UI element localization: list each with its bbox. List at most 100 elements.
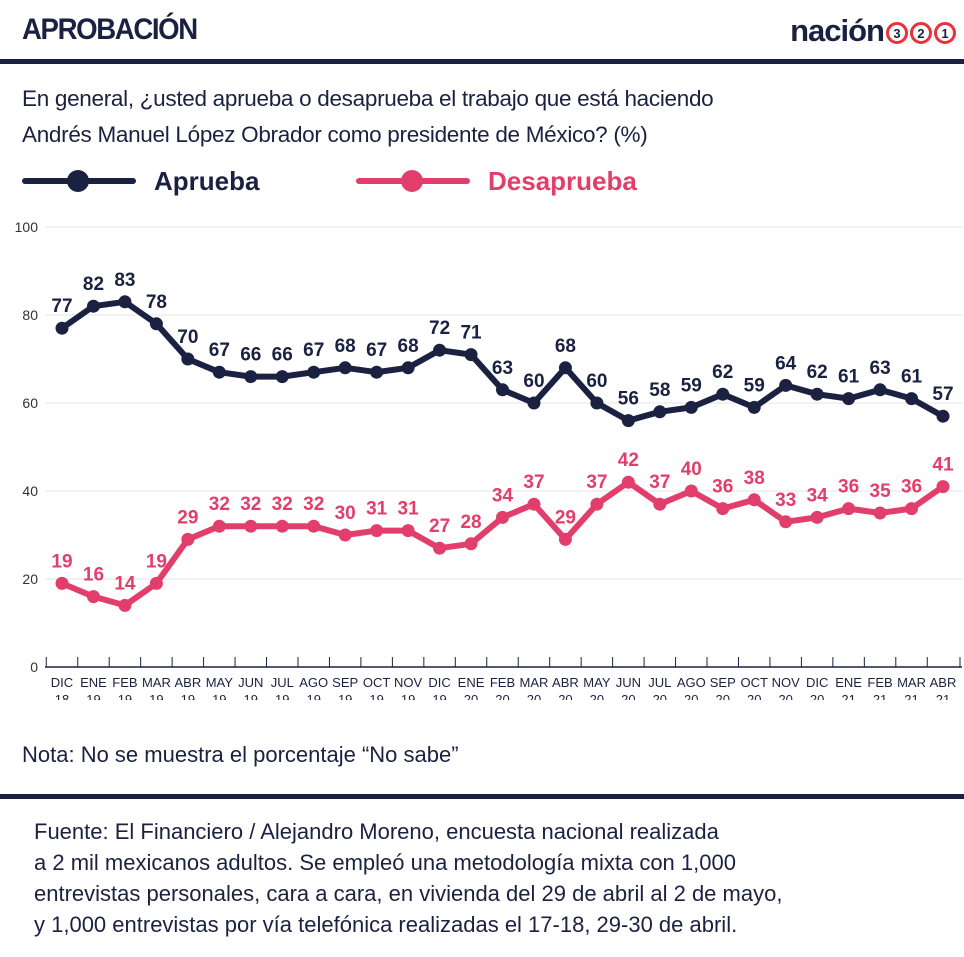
x-tick-label-year: 19 [118,692,132,700]
legend-item-desaprueba: Desaprueba [356,166,637,196]
data-label-desaprueba: 32 [240,494,261,515]
data-point-aprueba [275,370,289,384]
x-tick-label-month: SEP [332,675,358,690]
data-point-desaprueba [86,590,100,604]
legend-line-aprueba [22,170,136,192]
data-point-desaprueba [590,497,604,511]
data-point-aprueba [149,317,163,331]
data-label-aprueba: 77 [51,296,72,317]
x-tick-label-year: 19 [149,692,163,700]
x-tick-label-year: 19 [306,692,320,700]
legend-line-desaprueba [356,170,470,192]
x-tick-label-year: 21 [904,692,918,700]
data-point-desaprueba [558,532,572,546]
data-label-aprueba: 59 [744,375,765,396]
x-tick-label-year: 20 [590,692,604,700]
x-tick-label-year: 21 [841,692,855,700]
source-line-2: a 2 mil mexicanos adultos. Se empleó una… [34,850,736,875]
x-tick-label-month: ABR [930,675,957,690]
data-point-desaprueba [55,576,69,590]
y-tick-label: 60 [22,395,38,411]
data-point-aprueba [621,414,635,428]
data-point-desaprueba [653,497,667,511]
data-label-aprueba: 72 [429,318,450,339]
data-point-aprueba [684,400,698,414]
data-point-aprueba [873,383,887,397]
x-tick-label-year: 19 [275,692,289,700]
x-tick-label-month: OCT [740,675,768,690]
x-tick-label-month: ENE [458,675,485,690]
data-label-desaprueba: 37 [523,472,544,493]
legend-marker-desaprueba [401,170,423,192]
x-tick-label-month: JUN [238,675,263,690]
logo-badge-1: 1 [934,22,956,44]
data-point-aprueba [905,392,919,406]
data-point-desaprueba [810,510,824,524]
x-tick-label-month: MAY [583,675,611,690]
x-tick-label-month: ENE [80,675,107,690]
data-point-desaprueba [181,532,195,546]
logo-wordmark: nación [790,13,885,48]
x-tick-label-month: ABR [174,675,201,690]
x-tick-label-year: 21 [873,692,887,700]
x-tick-label-year: 18 [55,692,69,700]
data-point-aprueba [590,396,604,410]
x-tick-label-year: 19 [401,692,415,700]
data-label-aprueba: 61 [901,367,923,388]
question-line-2: Andrés Manuel López Obrador como preside… [22,122,648,147]
x-tick-label-year: 19 [244,692,258,700]
data-label-desaprueba: 37 [586,472,607,493]
source-text: Fuente: El Financiero / Alejandro Moreno… [34,816,782,940]
data-label-desaprueba: 14 [114,573,136,594]
data-point-desaprueba [496,510,509,524]
x-tick-label-month: FEB [490,675,515,690]
footer-divider [0,794,964,799]
legend-marker-aprueba [67,170,89,192]
data-point-desaprueba [779,515,793,529]
data-label-desaprueba: 31 [398,499,420,520]
x-tick-label-year: 20 [558,692,572,700]
y-tick-label: 20 [22,571,38,587]
data-label-aprueba: 70 [177,327,198,348]
data-label-desaprueba: 28 [460,512,481,533]
data-label-aprueba: 63 [870,358,891,379]
data-label-aprueba: 71 [460,323,482,344]
data-point-aprueba [338,361,352,375]
x-tick-label-year: 20 [778,692,792,700]
x-tick-label-month: MAR [897,675,926,690]
y-tick-label: 100 [15,219,39,235]
data-point-desaprueba [338,528,352,542]
x-tick-label-year: 20 [747,692,761,700]
data-point-desaprueba [244,519,258,533]
data-label-aprueba: 59 [681,375,702,396]
x-tick-label-month: DIC [428,675,450,690]
data-point-desaprueba [275,519,289,533]
chart-legend: Aprueba Desaprueba [22,166,722,196]
data-label-desaprueba: 41 [932,455,954,476]
data-label-aprueba: 66 [240,345,261,366]
data-label-desaprueba: 38 [744,468,765,489]
chart-note: Nota: No se muestra el porcentaje “No sa… [22,742,459,767]
x-tick-label-month: FEB [112,675,137,690]
y-tick-label: 0 [30,659,38,675]
data-point-aprueba [433,343,447,357]
data-point-desaprueba [464,537,478,551]
data-label-desaprueba: 19 [51,551,72,572]
data-label-desaprueba: 34 [492,485,514,506]
data-point-desaprueba [401,524,415,538]
data-point-desaprueba [149,576,163,590]
data-label-desaprueba: 31 [366,499,388,520]
x-tick-label-month: JUL [648,675,671,690]
data-point-aprueba [810,387,824,401]
data-label-aprueba: 58 [649,380,670,401]
x-tick-label-year: 20 [653,692,667,700]
data-point-desaprueba [842,502,856,516]
data-point-aprueba [86,299,100,313]
data-label-desaprueba: 37 [649,472,670,493]
x-tick-label-year: 19 [181,692,195,700]
x-tick-label-year: 20 [527,692,541,700]
data-point-aprueba [370,365,384,379]
question-line-1: En general, ¿usted aprueba o desaprueba … [22,86,714,111]
data-label-aprueba: 63 [492,358,513,379]
data-point-aprueba [558,361,572,375]
